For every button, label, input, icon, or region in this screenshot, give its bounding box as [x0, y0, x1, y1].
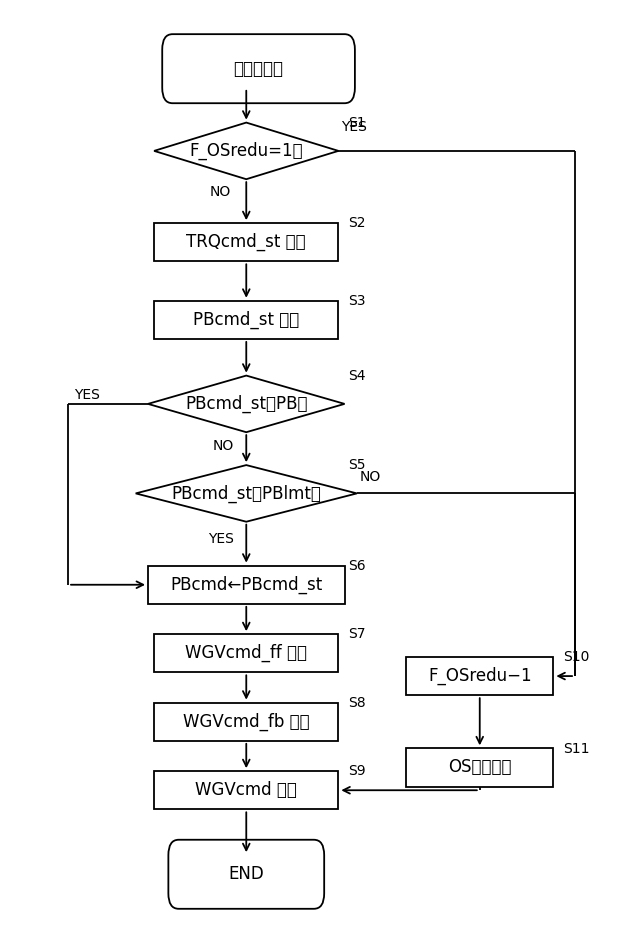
Text: WGVcmd 算出: WGVcmd 算出	[195, 781, 297, 800]
Bar	[154, 301, 339, 339]
Text: S6: S6	[348, 559, 365, 573]
Text: WGVcmd_ff 算出: WGVcmd_ff 算出	[185, 644, 307, 663]
FancyBboxPatch shape	[168, 840, 324, 909]
Bar	[154, 703, 339, 741]
Polygon shape	[148, 376, 344, 432]
Polygon shape	[154, 123, 339, 179]
Text: YES: YES	[208, 532, 234, 546]
Text: PBcmd_st＜PBlmt？: PBcmd_st＜PBlmt？	[172, 485, 321, 502]
Text: S5: S5	[348, 459, 365, 473]
Text: NO: NO	[210, 185, 231, 199]
Bar	[406, 657, 554, 695]
Bar	[148, 566, 344, 604]
Bar	[154, 223, 339, 261]
Text: S1: S1	[348, 116, 365, 130]
Text: S11: S11	[563, 742, 589, 756]
Polygon shape	[136, 465, 357, 522]
Text: S7: S7	[348, 627, 365, 641]
Text: TRQcmd_st 算出: TRQcmd_st 算出	[186, 233, 306, 252]
Text: F_OSredu=1？: F_OSredu=1？	[189, 142, 303, 160]
Text: WGVcmd_fb 算出: WGVcmd_fb 算出	[183, 713, 310, 731]
Bar	[406, 748, 554, 787]
Text: END: END	[228, 865, 264, 884]
Text: S10: S10	[563, 651, 589, 665]
Text: OS抑制制御: OS抑制制御	[448, 759, 511, 776]
Text: NO: NO	[212, 439, 234, 453]
Text: S8: S8	[348, 696, 365, 710]
Text: S4: S4	[348, 369, 365, 383]
Text: S9: S9	[348, 764, 365, 778]
Text: 過給圧制御: 過給圧制御	[234, 60, 284, 77]
Text: YES: YES	[74, 388, 100, 402]
FancyBboxPatch shape	[162, 34, 355, 103]
Text: S3: S3	[348, 294, 365, 308]
Text: PBcmd_st 算出: PBcmd_st 算出	[193, 310, 300, 329]
Bar	[154, 771, 339, 809]
Text: NO: NO	[360, 471, 381, 485]
Text: S2: S2	[348, 216, 365, 230]
Text: PBcmd_st＜PB？: PBcmd_st＜PB？	[185, 395, 308, 413]
Text: YES: YES	[342, 120, 367, 134]
Bar	[154, 634, 339, 672]
Text: PBcmd←PBcmd_st: PBcmd←PBcmd_st	[170, 576, 323, 594]
Text: F_OSredu−1: F_OSredu−1	[428, 667, 532, 685]
